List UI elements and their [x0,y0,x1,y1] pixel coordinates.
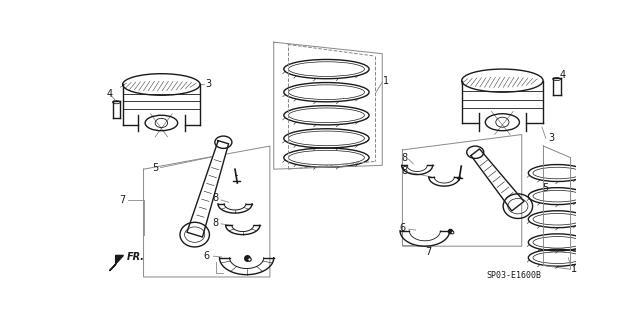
Text: 3: 3 [205,79,211,90]
Text: 8: 8 [212,218,219,228]
Text: FR.: FR. [127,252,145,262]
Text: 5: 5 [542,183,548,193]
Text: 8: 8 [401,152,407,163]
Polygon shape [187,141,228,237]
Text: 5: 5 [152,163,158,173]
Polygon shape [109,256,124,271]
Text: 6: 6 [204,251,209,261]
Text: SP03-E1600B: SP03-E1600B [486,271,541,280]
Text: 1: 1 [572,264,577,274]
Text: 4: 4 [560,70,566,80]
Text: 8: 8 [401,166,407,176]
Text: 7: 7 [426,247,432,257]
Text: 8: 8 [212,193,219,204]
Text: 4: 4 [106,89,113,99]
Text: 6: 6 [399,224,406,234]
Polygon shape [471,149,524,211]
Text: 3: 3 [548,133,554,143]
Text: 7: 7 [119,195,125,205]
Text: 1: 1 [383,76,389,85]
